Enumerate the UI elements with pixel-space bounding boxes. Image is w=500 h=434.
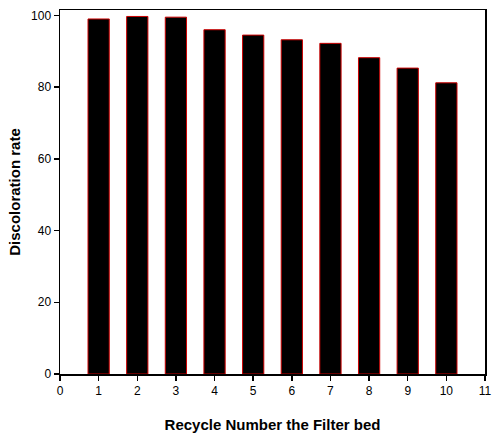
svg-text:3: 3	[173, 384, 180, 398]
svg-text:0: 0	[57, 384, 64, 398]
svg-text:40: 40	[38, 224, 52, 238]
svg-text:2: 2	[134, 384, 141, 398]
svg-text:5: 5	[250, 384, 257, 398]
svg-text:60: 60	[38, 152, 52, 166]
svg-text:11: 11	[479, 384, 492, 398]
svg-text:10: 10	[440, 384, 454, 398]
svg-text:6: 6	[288, 384, 295, 398]
svg-text:80: 80	[38, 80, 52, 94]
svg-text:Discoloration rate: Discoloration rate	[6, 128, 23, 256]
svg-text:0: 0	[44, 367, 51, 381]
svg-text:4: 4	[211, 384, 218, 398]
svg-text:Recycle Number the Filter bed: Recycle Number the Filter bed	[165, 416, 381, 433]
svg-text:7: 7	[327, 384, 334, 398]
svg-text:9: 9	[404, 384, 411, 398]
svg-text:20: 20	[38, 295, 52, 309]
svg-text:1: 1	[95, 384, 102, 398]
svg-text:100: 100	[31, 9, 51, 23]
svg-text:8: 8	[366, 384, 373, 398]
